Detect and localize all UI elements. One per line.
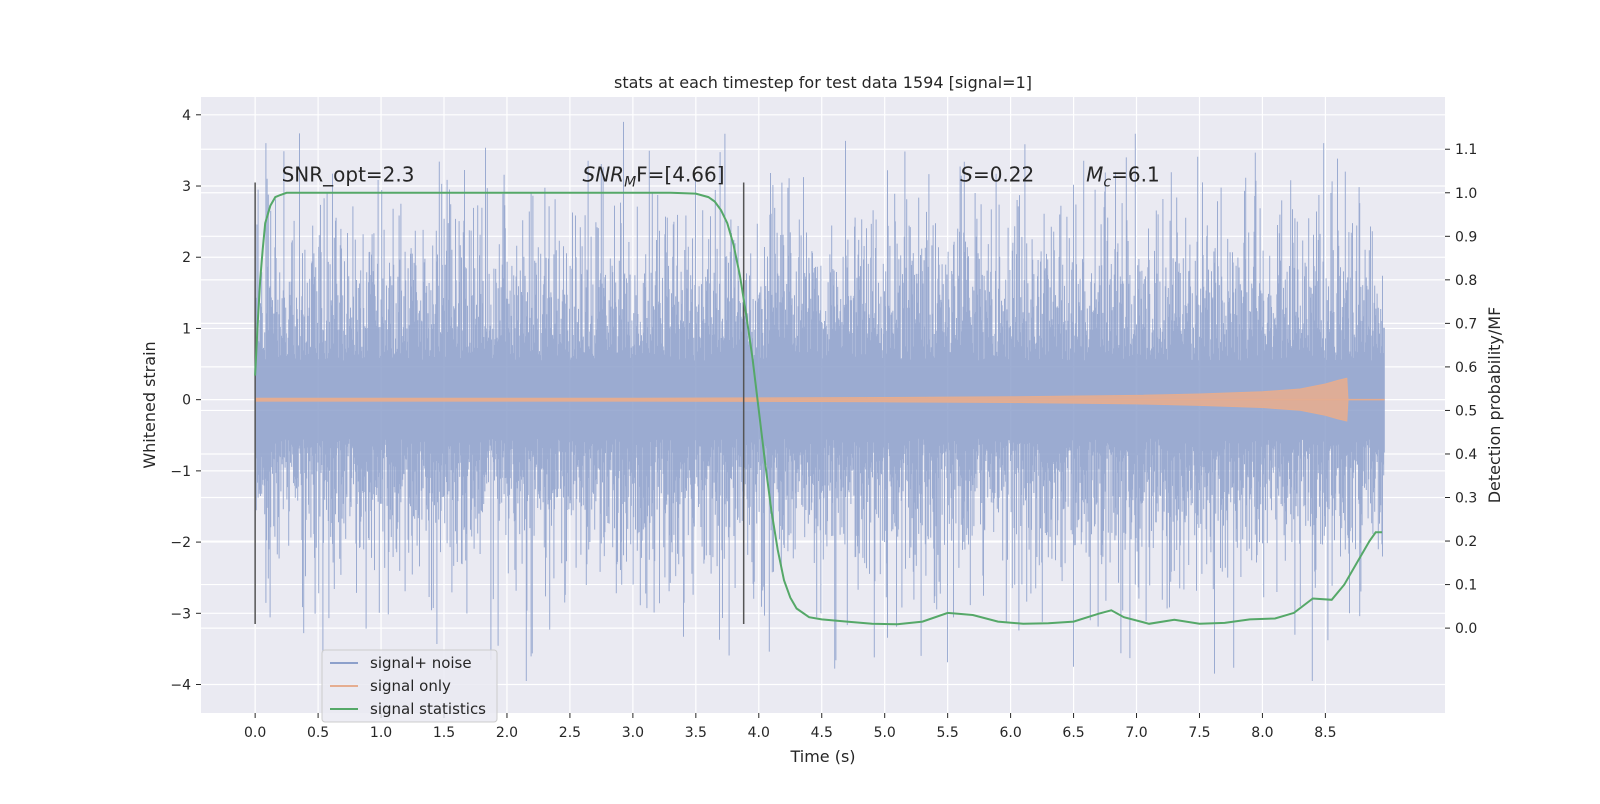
chart-title: stats at each timestep for test data 159… xyxy=(614,73,1032,92)
annotations: SNR_opt=2.3 SNRMF=[4.66] S=0.22 Mc=6.1 xyxy=(282,163,1160,191)
annotation-sub: c xyxy=(1103,175,1111,191)
y-tick-label-left: 4 xyxy=(182,108,191,124)
legend-label-stats: signal statistics xyxy=(370,700,486,718)
annotation-main: M xyxy=(1086,163,1103,187)
annotation-rest: =6.1 xyxy=(1111,163,1160,187)
x-tick-label: 6.5 xyxy=(1062,725,1084,741)
x-tick-label: 8.5 xyxy=(1314,725,1336,741)
y-tick-label-left: −3 xyxy=(170,606,191,622)
y-tick-label-right: 0.3 xyxy=(1455,491,1477,507)
y-axis-label-left: Whitened strain xyxy=(140,341,159,468)
y-tick-label-left: −2 xyxy=(170,535,191,551)
annotation-text: S=0.22 xyxy=(960,163,1034,187)
x-tick-label: 8.0 xyxy=(1251,725,1273,741)
x-tick-label: 5.5 xyxy=(937,725,959,741)
y-tick-label-right: 1.1 xyxy=(1455,142,1477,158)
y-tick-label-left: 2 xyxy=(182,250,191,266)
y-tick-label-right: 0.8 xyxy=(1455,273,1477,289)
annotation-rest: =0.22 xyxy=(973,163,1034,187)
y-tick-label-right: 0.7 xyxy=(1455,316,1477,332)
signal-series xyxy=(254,377,1385,422)
x-tick-label: 3.0 xyxy=(622,725,644,741)
x-tick-label: 2.5 xyxy=(559,725,581,741)
annotation-text: SNR_opt=2.3 xyxy=(282,163,415,187)
annotation-main: S xyxy=(960,163,973,187)
annotation-text: SNRMF=[4.66] xyxy=(583,163,725,191)
x-tick-label: 1.0 xyxy=(370,725,392,741)
x-tick-label: 3.5 xyxy=(685,725,707,741)
y-tick-label-right: 0.4 xyxy=(1455,447,1477,463)
x-axis-label: Time (s) xyxy=(789,747,855,766)
y-tick-label-left: −4 xyxy=(170,678,191,694)
y-axis-label-right: Detection probability/MF xyxy=(1485,307,1504,504)
annotation-sub: M xyxy=(624,175,636,191)
annotation-main: SNR xyxy=(583,163,625,187)
legend-label-signal: signal only xyxy=(370,677,451,695)
x-tick-label: 2.0 xyxy=(496,725,518,741)
axes-layer: 0.0 0.5 1.0 1.5 2.0 2.5 3.0 3.5 4.0 4.5 5.0 5.5 6.0 6… xyxy=(170,108,1477,741)
y-tick-label-left: 1 xyxy=(182,321,191,337)
legend-label-noise: signal+ noise xyxy=(370,654,472,672)
y-tick-label-left: 0 xyxy=(182,393,191,409)
x-tick-label: 4.0 xyxy=(748,725,770,741)
x-tick-label: 7.0 xyxy=(1125,725,1147,741)
x-tick-label: 7.5 xyxy=(1188,725,1210,741)
x-tick-label: 6.0 xyxy=(999,725,1021,741)
y-tick-label-left: −1 xyxy=(170,464,191,480)
stats-series xyxy=(254,191,1382,626)
y-tick-label-left: 3 xyxy=(182,179,191,195)
x-tick-label: 0.5 xyxy=(307,725,329,741)
annotation-text: Mc=6.1 xyxy=(1086,163,1160,191)
y-tick-label-right: 0.2 xyxy=(1455,534,1477,550)
x-tick-label: 4.5 xyxy=(811,725,833,741)
y-tick-label-right: 0.1 xyxy=(1455,578,1477,594)
legend-box xyxy=(321,649,498,723)
legend: signal+ noise signal only signal statist… xyxy=(321,649,498,723)
annotation-rest: F=[4.66] xyxy=(636,163,724,187)
y-tick-label-right: 0.6 xyxy=(1455,360,1477,376)
y-tick-label-right: 0.0 xyxy=(1455,621,1477,637)
stats-line xyxy=(254,191,1382,626)
y-tick-label-right: 1.0 xyxy=(1455,186,1477,202)
x-tick-label: 1.5 xyxy=(433,725,455,741)
y-tick-label-right: 0.9 xyxy=(1455,229,1477,245)
x-tick-label: 5.0 xyxy=(874,725,896,741)
x-tick-label: 0.0 xyxy=(244,725,266,741)
vertical-markers xyxy=(254,182,745,624)
y-tick-label-right: 0.5 xyxy=(1455,403,1477,419)
